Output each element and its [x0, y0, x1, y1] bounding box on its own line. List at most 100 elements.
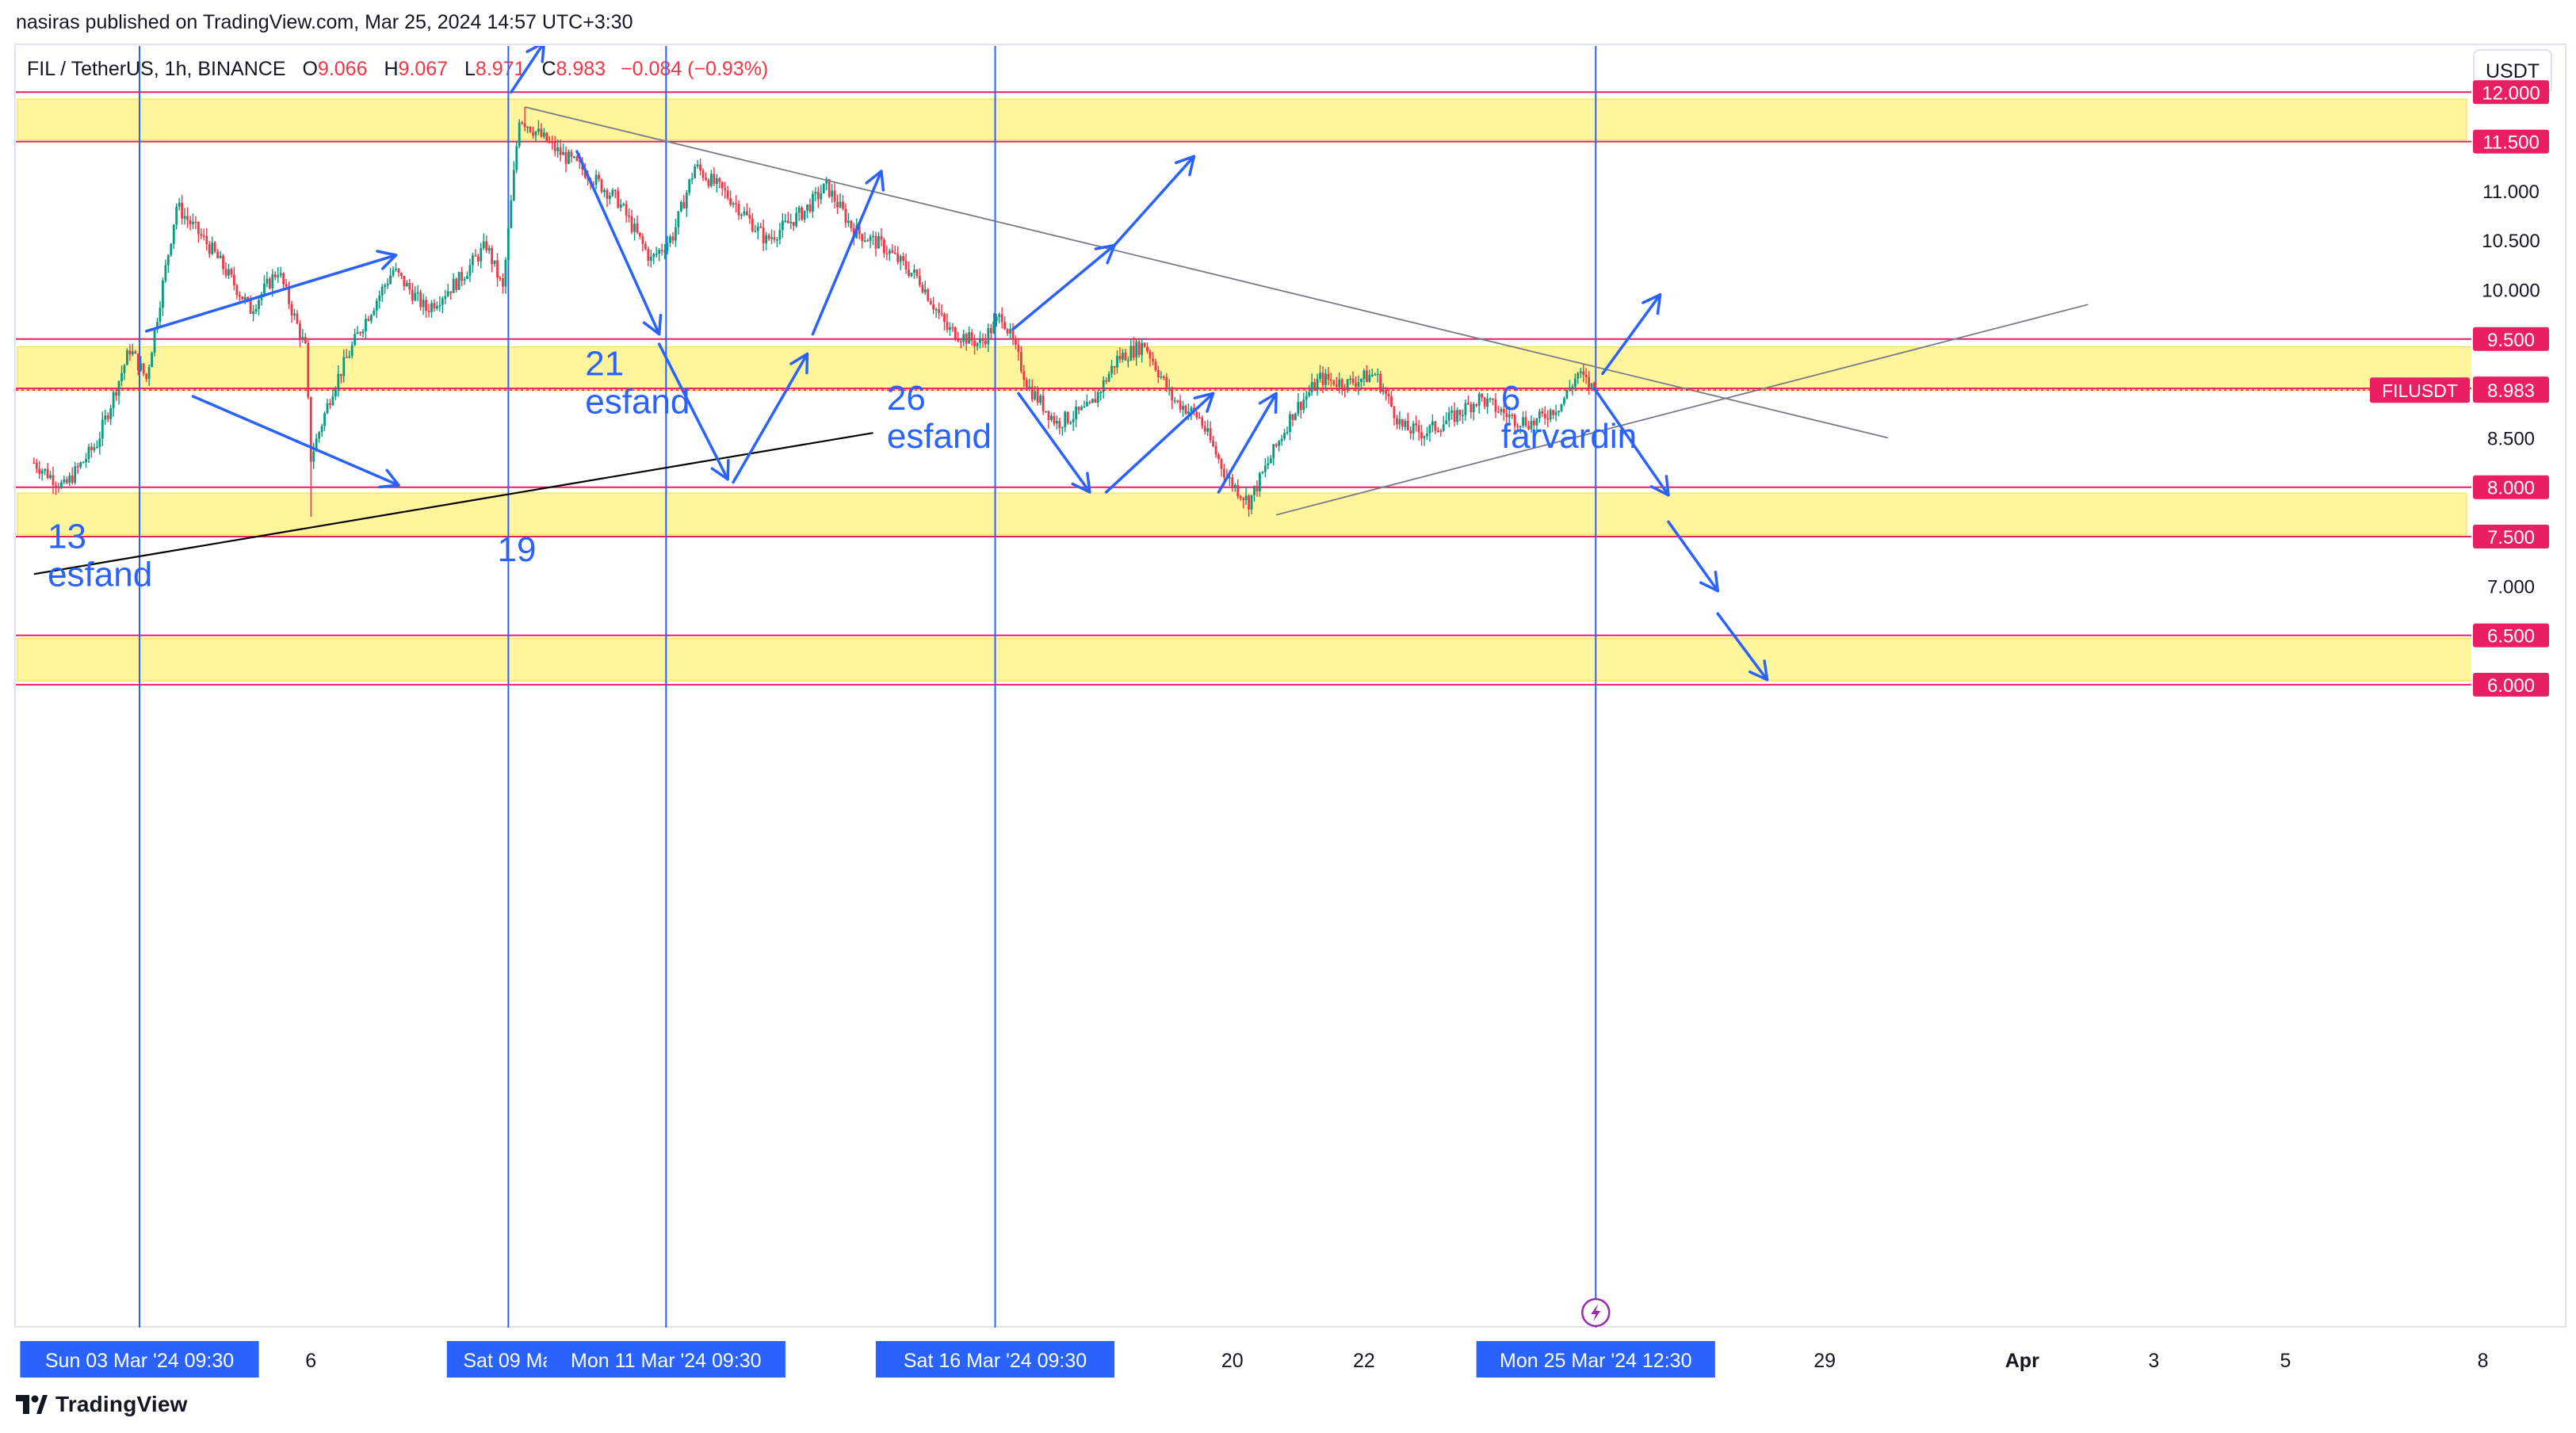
candle [1379, 370, 1382, 394]
candle-body [436, 306, 438, 309]
candle [241, 296, 244, 300]
candle-body [1272, 444, 1275, 459]
candle-body [957, 339, 960, 342]
candle-body [1557, 411, 1560, 413]
candle [594, 170, 598, 189]
candle [998, 312, 1001, 323]
candle-body [1470, 404, 1473, 412]
candle [82, 460, 85, 464]
candle [707, 178, 710, 189]
candle [1242, 497, 1245, 509]
candle-body [918, 276, 921, 285]
candle-body [1236, 484, 1240, 497]
candle [617, 187, 620, 209]
high-value: 9.067 [398, 58, 449, 80]
candle-body [1122, 353, 1124, 360]
candle [1450, 406, 1454, 420]
symbol-title[interactable]: FIL / TetherUS, 1h, BINANCE [27, 58, 286, 80]
candle-body [230, 269, 233, 275]
candle [866, 239, 869, 242]
candle-body [476, 256, 480, 262]
candle-body [781, 220, 784, 231]
candle-body [913, 269, 915, 273]
candle [1030, 379, 1034, 403]
candle-body [414, 292, 417, 301]
candle-body [647, 249, 650, 262]
candle-body [1105, 380, 1108, 382]
candle-body [827, 178, 831, 197]
candle-body [1409, 430, 1412, 434]
candle [134, 350, 137, 354]
candle [1212, 436, 1214, 448]
candle [770, 229, 773, 245]
candle-body [979, 339, 981, 343]
candle-body [540, 128, 543, 137]
candle-body [425, 300, 427, 311]
candle [1263, 458, 1267, 478]
arrow-shaft [1017, 392, 1091, 494]
candle-body [1516, 426, 1519, 427]
candle-body [1146, 346, 1148, 352]
candle-body [1439, 430, 1443, 432]
candle-body [299, 323, 301, 339]
candle-body [1584, 375, 1588, 377]
candle-body [801, 207, 803, 220]
candle [32, 457, 36, 464]
candle [1404, 418, 1407, 431]
candle [337, 365, 340, 397]
candle-body [1206, 428, 1210, 432]
candle-body [115, 392, 117, 396]
candle-body [1160, 376, 1163, 378]
candle [532, 126, 534, 139]
candle [449, 291, 453, 300]
arrow-shaft [1104, 392, 1215, 494]
y-tick-label: 11.500 [2482, 132, 2540, 154]
candle [502, 273, 504, 294]
candle [1036, 386, 1039, 406]
candle-body [929, 300, 932, 305]
arrow-head [1642, 292, 1662, 315]
candle [452, 273, 455, 293]
candle [696, 160, 699, 169]
candle [1343, 384, 1347, 398]
candle [943, 311, 946, 331]
candle [279, 266, 282, 278]
candle [874, 231, 877, 257]
candle-body [1442, 424, 1445, 431]
candle [537, 120, 540, 136]
candle-body [940, 312, 943, 315]
candle [825, 177, 828, 191]
candle-body [1294, 413, 1297, 420]
tradingview-logo[interactable]: TradingView [16, 1392, 188, 1417]
candle [754, 224, 757, 233]
candle [159, 300, 162, 327]
candle [904, 253, 908, 274]
candle [1209, 421, 1212, 444]
candle [466, 271, 468, 280]
candle-body [1324, 373, 1327, 385]
candle [548, 136, 551, 144]
candle [457, 271, 461, 291]
candle [1083, 400, 1086, 408]
candle [408, 278, 411, 295]
candle-body [1086, 402, 1088, 407]
candle-body [904, 261, 908, 270]
candle-body [1094, 399, 1097, 403]
candle [232, 266, 235, 291]
candle [378, 290, 381, 309]
candle-body [1203, 426, 1206, 432]
candle-body [1370, 374, 1374, 376]
candle-body [1168, 388, 1171, 389]
candle [814, 187, 817, 202]
candle [973, 334, 976, 355]
candle-body [559, 147, 562, 155]
candle-body [166, 254, 170, 266]
candle-body [356, 332, 359, 334]
candle [1335, 376, 1338, 391]
candle [1313, 378, 1317, 392]
candle [1475, 403, 1478, 407]
arrow-head [1699, 570, 1719, 593]
candle-body [1053, 415, 1056, 424]
candle [633, 218, 636, 241]
